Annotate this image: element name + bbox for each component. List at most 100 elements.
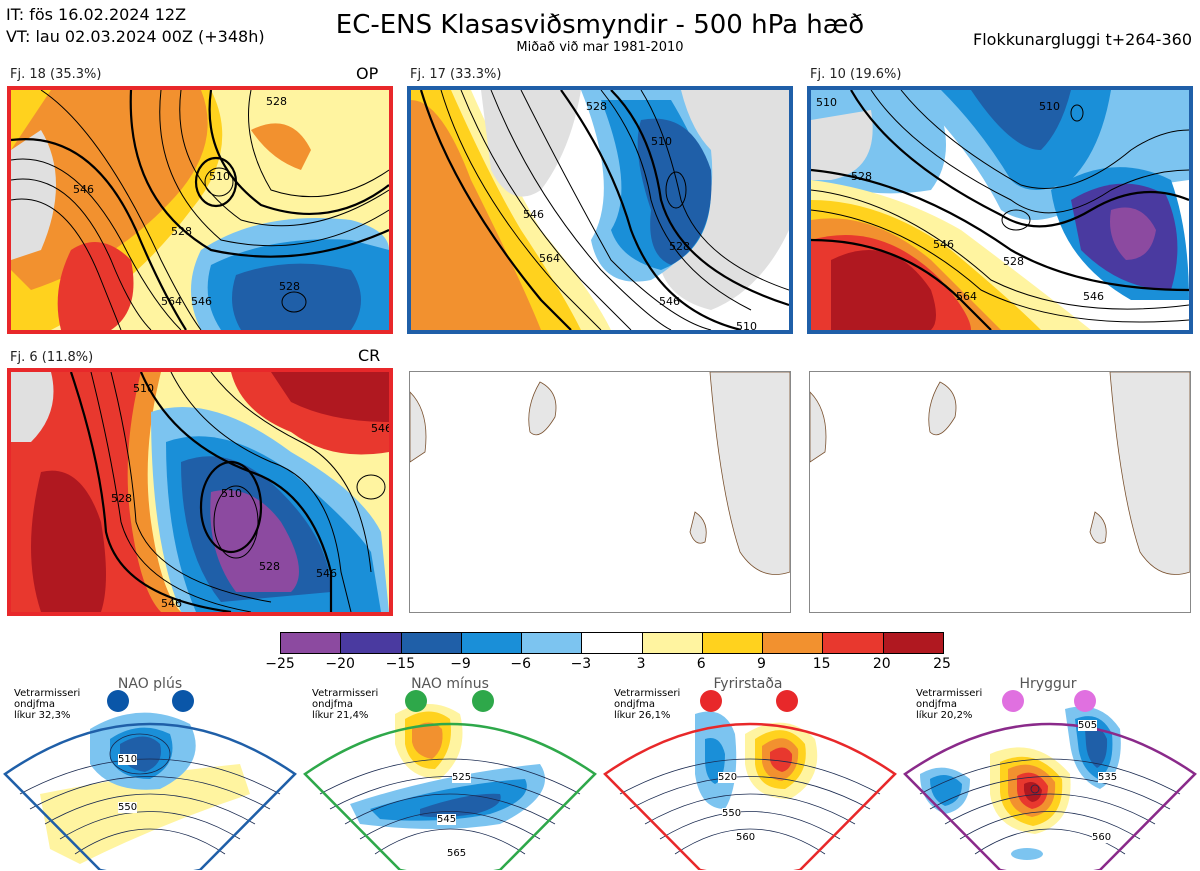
regime-contour-label: 510 [118,754,138,765]
colorbar-tick-label: −6 [510,656,532,672]
contour-label: 510 [1039,100,1060,113]
contour-label: 528 [111,492,132,505]
colorbar-swatch [521,633,582,653]
regime-probability: Vetrarmisseri ondjfma líkur 32,3% [14,688,81,721]
cluster-map-17[interactable]: 528 510 528 546 564 546 510 [407,86,793,334]
contour-label: 528 [171,225,192,238]
colorbar-tick-label: −9 [450,656,471,672]
colorbar-swatch [460,633,522,653]
regime-marker-dot [700,690,722,712]
colorbar [280,632,944,654]
page-subtitle: Miðað við mar 1981-2010 [516,40,684,55]
cluster-label-17: Fj. 17 (33.3%) [410,67,502,82]
contour-label: 510 [816,96,837,109]
colorbar-swatch [581,633,642,653]
contour-label: 564 [539,252,560,265]
page-title: EC-ENS Klasasviðsmyndir - 500 hPa hæð [335,10,865,40]
regime-strip: 510 550 NAO plús Vetrarmisseri ondjfma lík… [0,672,1200,871]
colorbar-swatch [281,633,341,653]
contour-label: 510 [651,135,672,148]
colorbar-swatch [400,633,461,653]
cluster-map-10[interactable]: 510 528 546 564 528 546 510 [807,86,1193,334]
contour-label: 546 [316,567,337,580]
contour-label: 546 [523,208,544,221]
regime-contour-label: 545 [437,814,457,825]
regime-map-ridge [903,706,1197,870]
colorbar-tick-label: 3 [636,656,646,672]
regime-contour-label: 520 [718,772,738,783]
colorbar-ticks: −25 −20 −15 −9 −6 −3 3 6 9 15 20 25 [260,656,962,674]
regime-map-nao-plus [3,712,297,870]
cluster-label-6: Fj. 6 (11.8%) [10,350,94,365]
contour-label: 510 [209,170,230,183]
contour-label: 528 [1003,255,1024,268]
colorbar-tick-label: −3 [570,656,592,672]
regime-name: NAO mínus [411,676,489,692]
contour-label: 528 [669,240,690,253]
colorbar-swatch [641,633,702,653]
contour-label: 510 [133,382,154,395]
regime-map-nao-minus [303,704,597,870]
regime-contour-label: 560 [1092,832,1112,843]
colorbar-swatch [701,633,763,653]
regime-probability: Vetrarmisseri ondjfma líkur 20,2% [916,688,983,721]
regime-contour-label: 550 [722,808,742,819]
regime-name: Hryggur [1019,676,1077,692]
regime-marker-dot [1002,690,1024,712]
regime-marker-dot [405,690,427,712]
colorbar-tick-label: −20 [325,656,355,672]
regime-probability: Vetrarmisseri ondjfma líkur 21,4% [312,688,379,721]
empty-map-2 [809,371,1191,613]
regime-marker-dot [172,690,194,712]
regime-probability: Vetrarmisseri ondjfma líkur 26,1% [614,688,681,721]
regime-marker-dot [1074,690,1096,712]
regime-marker-dot [776,690,798,712]
contour-label: 564 [161,295,182,308]
contour-label: 546 [1083,290,1104,303]
contour-label: 528 [851,170,872,183]
init-time: IT: fös 16.02.2024 12Z [6,5,187,24]
colorbar-tick-label: 9 [756,656,766,672]
contour-label: 546 [73,183,94,196]
cluster-map-18[interactable]: 528 546 528 564 546 528 510 [7,86,393,334]
colorbar-tick-label: 20 [872,656,891,672]
regime-map-blocking [603,711,897,870]
colorbar-swatch [762,633,823,653]
regime-marker-dot [107,690,129,712]
contour-label: 546 [659,295,680,308]
regime-name: NAO plús [117,676,183,692]
contour-label: 510 [736,320,757,333]
colorbar-tick-label: 6 [696,656,706,672]
colorbar-tick-label: −15 [385,656,416,672]
regime-contour-label: 525 [452,772,472,783]
cluster-window: Flokkunargluggi t+264-360 [973,30,1192,49]
contour-label: 528 [586,100,607,113]
empty-map-1 [409,371,791,613]
colorbar-swatch [882,633,943,653]
contour-label: 510 [221,487,242,500]
regime-contour-label: 505 [1078,720,1098,731]
valid-time: VT: lau 02.03.2024 00Z (+348h) [6,27,265,46]
contour-label: 528 [279,280,300,293]
regime-contour-label: 560 [736,832,756,843]
cluster-label-10: Fj. 10 (19.6%) [810,67,902,82]
cluster-map-6[interactable]: 510 528 510 546 528 546 546 [7,368,393,616]
colorbar-tick-label: 25 [933,656,951,672]
colorbar-tick-label: 15 [812,656,831,672]
regime-name: Fyrirstaða [713,676,783,692]
contour-label: 546 [371,422,392,435]
header-run-info: IT: fös 16.02.2024 12Z VT: lau 02.03.202… [6,4,265,48]
contour-label: 528 [259,560,280,573]
regime-contour-label: 535 [1098,772,1118,783]
colorbar-tick-label: −25 [265,656,295,672]
colorbar-swatch [340,633,401,653]
regime-contour-label: 565 [447,848,467,859]
contour-label: 564 [956,290,977,303]
cluster-tag-op: OP [356,64,379,83]
contour-label: 528 [266,95,287,108]
cluster-label-18: Fj. 18 (35.3%) [10,67,102,82]
colorbar-swatch [822,633,883,653]
contour-label: 546 [191,295,212,308]
contour-label: 546 [161,597,182,610]
regime-contour-label: 550 [118,802,138,813]
